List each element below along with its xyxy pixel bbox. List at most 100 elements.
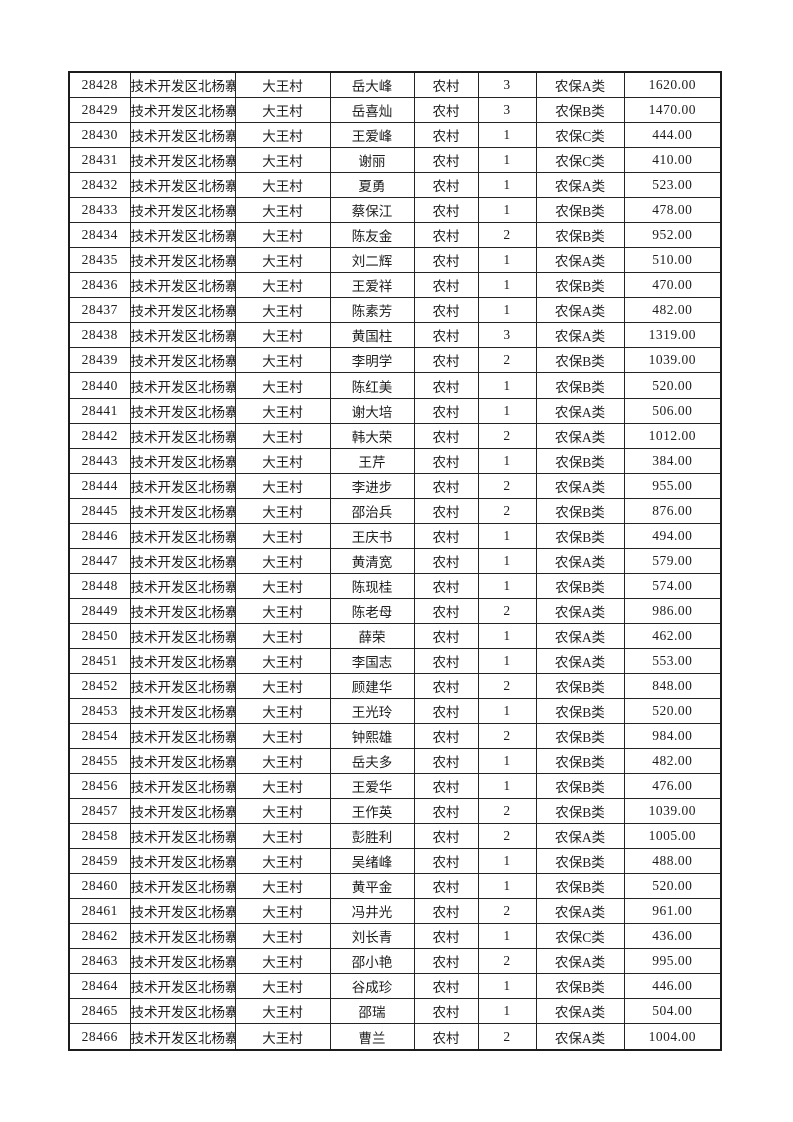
- district-text: 技术开发区北杨寨: [130, 204, 235, 220]
- district-text: 技术开发区北杨寨: [130, 1030, 235, 1046]
- table-row: 28465 技术开发区北杨寨 大王村 邵瑞 农村 1 农保A类 504.00: [68, 998, 722, 1025]
- cell-household-type: 农村: [413, 522, 479, 549]
- cell-person-name: 刘长青: [329, 923, 415, 950]
- cell-district: 技术开发区北杨寨: [129, 447, 236, 474]
- table-row: 28462 技术开发区北杨寨 大王村 刘长青 农村 1 农保C类 436.00: [68, 923, 722, 950]
- cell-household-type: 农村: [413, 1023, 479, 1051]
- cell-record-id: 28463: [68, 948, 131, 975]
- district-text: 技术开发区北杨寨: [130, 654, 235, 670]
- cell-district: 技术开发区北杨寨: [129, 923, 236, 950]
- cell-record-id: 28448: [68, 572, 131, 599]
- cell-person-count: 2: [477, 823, 537, 850]
- cell-person-count: 1: [477, 747, 537, 774]
- cell-district: 技术开发区北杨寨: [129, 197, 236, 224]
- cell-insurance-category: 农保B类: [535, 222, 625, 249]
- cell-district: 技术开发区北杨寨: [129, 497, 236, 524]
- cell-district: 技术开发区北杨寨: [129, 597, 236, 624]
- table-row: 28441 技术开发区北杨寨 大王村 谢大培 农村 1 农保A类 506.00: [68, 397, 722, 424]
- cell-person-name: 陈素芳: [329, 297, 415, 324]
- cell-insurance-category: 农保B类: [535, 497, 625, 524]
- cell-household-type: 农村: [413, 347, 479, 374]
- cell-person-name: 夏勇: [329, 172, 415, 199]
- table-row: 28437 技术开发区北杨寨 大王村 陈素芳 农村 1 农保A类 482.00: [68, 297, 722, 324]
- cell-household-type: 农村: [413, 722, 479, 749]
- cell-district: 技术开发区北杨寨: [129, 147, 236, 174]
- cell-district: 技术开发区北杨寨: [129, 97, 236, 124]
- cell-insurance-category: 农保A类: [535, 71, 625, 99]
- cell-record-id: 28437: [68, 297, 131, 324]
- table-row: 28448 技术开发区北杨寨 大王村 陈现桂 农村 1 农保B类 574.00: [68, 572, 722, 599]
- cell-district: 技术开发区北杨寨: [129, 647, 236, 674]
- district-text: 技术开发区北杨寨: [130, 404, 235, 420]
- cell-person-count: 1: [477, 647, 537, 674]
- cell-amount: 1039.00: [623, 347, 722, 374]
- cell-person-name: 王作英: [329, 798, 415, 825]
- table-row: 28466 技术开发区北杨寨 大王村 曹兰 农村 2 农保A类 1004.00: [68, 1023, 722, 1051]
- cell-person-name: 冯井光: [329, 898, 415, 925]
- cell-insurance-category: 农保C类: [535, 923, 625, 950]
- table-row: 28439 技术开发区北杨寨 大王村 李明学 农村 2 农保B类 1039.00: [68, 347, 722, 374]
- cell-household-type: 农村: [413, 422, 479, 449]
- cell-record-id: 28436: [68, 272, 131, 299]
- cell-village: 大王村: [234, 222, 331, 249]
- cell-amount: 1319.00: [623, 322, 722, 349]
- cell-amount: 488.00: [623, 848, 722, 875]
- cell-household-type: 农村: [413, 672, 479, 699]
- table-row: 28453 技术开发区北杨寨 大王村 王光玲 农村 1 农保B类 520.00: [68, 697, 722, 724]
- cell-insurance-category: 农保A类: [535, 647, 625, 674]
- cell-district: 技术开发区北杨寨: [129, 272, 236, 299]
- cell-insurance-category: 农保B类: [535, 873, 625, 900]
- cell-household-type: 农村: [413, 122, 479, 149]
- cell-village: 大王村: [234, 973, 331, 1000]
- cell-household-type: 农村: [413, 823, 479, 850]
- cell-village: 大王村: [234, 71, 331, 99]
- table-row: 28429 技术开发区北杨寨 大王村 岳喜灿 农村 3 农保B类 1470.00: [68, 97, 722, 124]
- cell-insurance-category: 农保A类: [535, 547, 625, 574]
- cell-village: 大王村: [234, 572, 331, 599]
- district-text: 技术开发区北杨寨: [130, 354, 235, 370]
- cell-insurance-category: 农保B类: [535, 522, 625, 549]
- district-text: 技术开发区北杨寨: [130, 129, 235, 145]
- district-text: 技术开发区北杨寨: [130, 955, 235, 971]
- cell-district: 技术开发区北杨寨: [129, 747, 236, 774]
- cell-insurance-category: 农保A类: [535, 622, 625, 649]
- district-text: 技术开发区北杨寨: [130, 454, 235, 470]
- cell-amount: 553.00: [623, 647, 722, 674]
- cell-person-name: 曹兰: [329, 1023, 415, 1051]
- cell-household-type: 农村: [413, 848, 479, 875]
- cell-insurance-category: 农保B类: [535, 572, 625, 599]
- cell-record-id: 28435: [68, 247, 131, 274]
- cell-village: 大王村: [234, 898, 331, 925]
- cell-record-id: 28440: [68, 372, 131, 399]
- cell-village: 大王村: [234, 772, 331, 800]
- cell-village: 大王村: [234, 297, 331, 324]
- cell-person-name: 李明学: [329, 347, 415, 374]
- cell-person-count: 2: [477, 948, 537, 975]
- table-row: 28442 技术开发区北杨寨 大王村 韩大荣 农村 2 农保A类 1012.00: [68, 422, 722, 449]
- cell-record-id: 28455: [68, 747, 131, 774]
- table-row: 28449 技术开发区北杨寨 大王村 陈老母 农村 2 农保A类 986.00: [68, 597, 722, 624]
- cell-district: 技术开发区北杨寨: [129, 898, 236, 925]
- district-text: 技术开发区北杨寨: [130, 554, 235, 570]
- cell-household-type: 农村: [413, 547, 479, 574]
- cell-person-count: 1: [477, 372, 537, 399]
- cell-insurance-category: 农保B类: [535, 697, 625, 724]
- cell-person-count: 2: [477, 422, 537, 449]
- district-text: 技术开发区北杨寨: [130, 604, 235, 620]
- district-text: 技术开发区北杨寨: [130, 279, 235, 295]
- cell-amount: 462.00: [623, 622, 722, 649]
- cell-village: 大王村: [234, 272, 331, 299]
- cell-record-id: 28453: [68, 697, 131, 724]
- table-row: 28436 技术开发区北杨寨 大王村 王爱祥 农村 1 农保B类 470.00: [68, 272, 722, 299]
- cell-district: 技术开发区北杨寨: [129, 122, 236, 149]
- cell-record-id: 28438: [68, 322, 131, 349]
- cell-record-id: 28430: [68, 122, 131, 149]
- cell-insurance-category: 农保C类: [535, 122, 625, 149]
- cell-insurance-category: 农保B类: [535, 197, 625, 224]
- cell-insurance-category: 农保A类: [535, 597, 625, 624]
- cell-record-id: 28460: [68, 873, 131, 900]
- cell-insurance-category: 农保A类: [535, 898, 625, 925]
- district-text: 技术开发区北杨寨: [130, 479, 235, 495]
- cell-person-name: 邵治兵: [329, 497, 415, 524]
- district-text: 技术开发区北杨寨: [130, 905, 235, 921]
